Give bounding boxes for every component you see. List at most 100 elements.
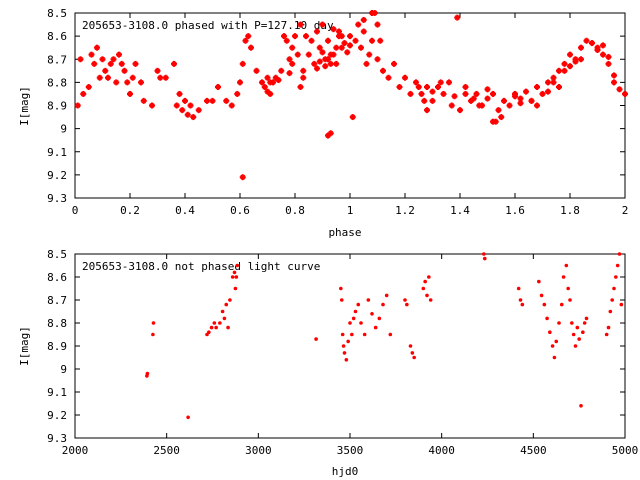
data-point [322,63,329,70]
data-point [418,90,425,97]
data-point [346,339,350,344]
data-point [245,33,252,40]
data-point [462,90,469,97]
data-point [429,88,436,95]
data-point [424,84,430,90]
data-point [278,67,285,74]
data-point [557,321,561,325]
data-point [176,90,183,97]
data-point [209,325,214,330]
data-point [584,316,589,321]
data-point [113,79,120,86]
data-point [355,21,362,28]
data-point [550,344,555,348]
data-point [239,174,246,181]
data-point [369,10,375,16]
data-point [330,51,337,58]
phased-plot-ylabel: I[mag] [18,86,31,126]
data-point [281,33,287,40]
data-point [187,102,194,109]
x-tick-label: 0.6 [230,204,250,217]
x-tick-label: 3000 [245,444,272,457]
data-point [107,60,114,67]
data-point [308,37,315,44]
data-point [552,355,557,360]
data-point [566,286,570,291]
data-point [429,97,436,104]
data-point [314,337,318,341]
data-point [182,97,188,104]
data-point [542,302,547,307]
data-point [362,332,367,337]
data-point [554,339,559,344]
data-point [132,60,139,67]
data-point [412,355,416,360]
data-point [289,44,296,51]
unphased-plot-points [145,252,624,420]
data-point [224,302,229,307]
y-tick-label: 9 [60,123,67,136]
data-point [179,107,186,114]
data-point [405,302,409,307]
data-point [556,67,562,74]
x-tick-label: 2500 [153,444,180,457]
data-point [360,16,367,23]
phased-plot-points [74,10,628,181]
data-point [366,298,371,302]
data-point [545,316,549,321]
x-tick-label: 0 [72,204,79,217]
data-point [498,114,505,121]
data-point [421,97,428,104]
y-tick-label: 9.3 [47,192,67,205]
data-point [589,40,595,47]
data-point [215,84,221,90]
y-tick-label: 8.8 [47,76,67,89]
data-point [235,263,240,268]
data-point [314,28,320,35]
y-tick-label: 8.6 [47,30,67,43]
data-point [369,37,375,44]
data-point [325,56,331,63]
data-point [578,56,584,63]
x-tick-label: 2 [622,204,629,217]
data-point [209,97,216,104]
data-point [94,44,100,51]
data-point [264,74,271,81]
data-point [190,114,197,121]
data-point [423,279,427,284]
data-point [495,107,502,114]
data-point [319,21,326,28]
data-point [403,298,407,302]
data-point [484,86,491,93]
data-point [523,88,529,95]
y-tick-label: 8.5 [47,248,67,261]
data-point [548,330,552,335]
data-point [482,252,486,256]
phased-plot-xlabel: phase [328,226,361,239]
data-point [316,44,323,51]
data-point [157,74,164,81]
data-point [154,67,161,74]
data-point [402,74,408,81]
data-point [358,44,364,51]
data-point [396,84,403,90]
data-point [91,60,98,67]
unphased-plot-x-ticks: 2000 2500 3000 3500 4000 4500 5000 [62,254,638,457]
data-point [212,321,217,325]
data-point [264,88,271,95]
data-point [582,321,587,325]
y-tick-label: 9.1 [47,386,67,399]
data-point [470,95,477,102]
data-point [410,351,415,355]
data-point [539,293,544,298]
data-point [151,332,155,337]
data-point [151,321,156,325]
data-point [437,79,444,86]
data-point [74,102,81,109]
data-point [413,79,419,86]
data-point [218,321,222,325]
data-point [232,270,237,275]
data-point [462,84,469,90]
x-tick-label: 1.6 [505,204,525,217]
